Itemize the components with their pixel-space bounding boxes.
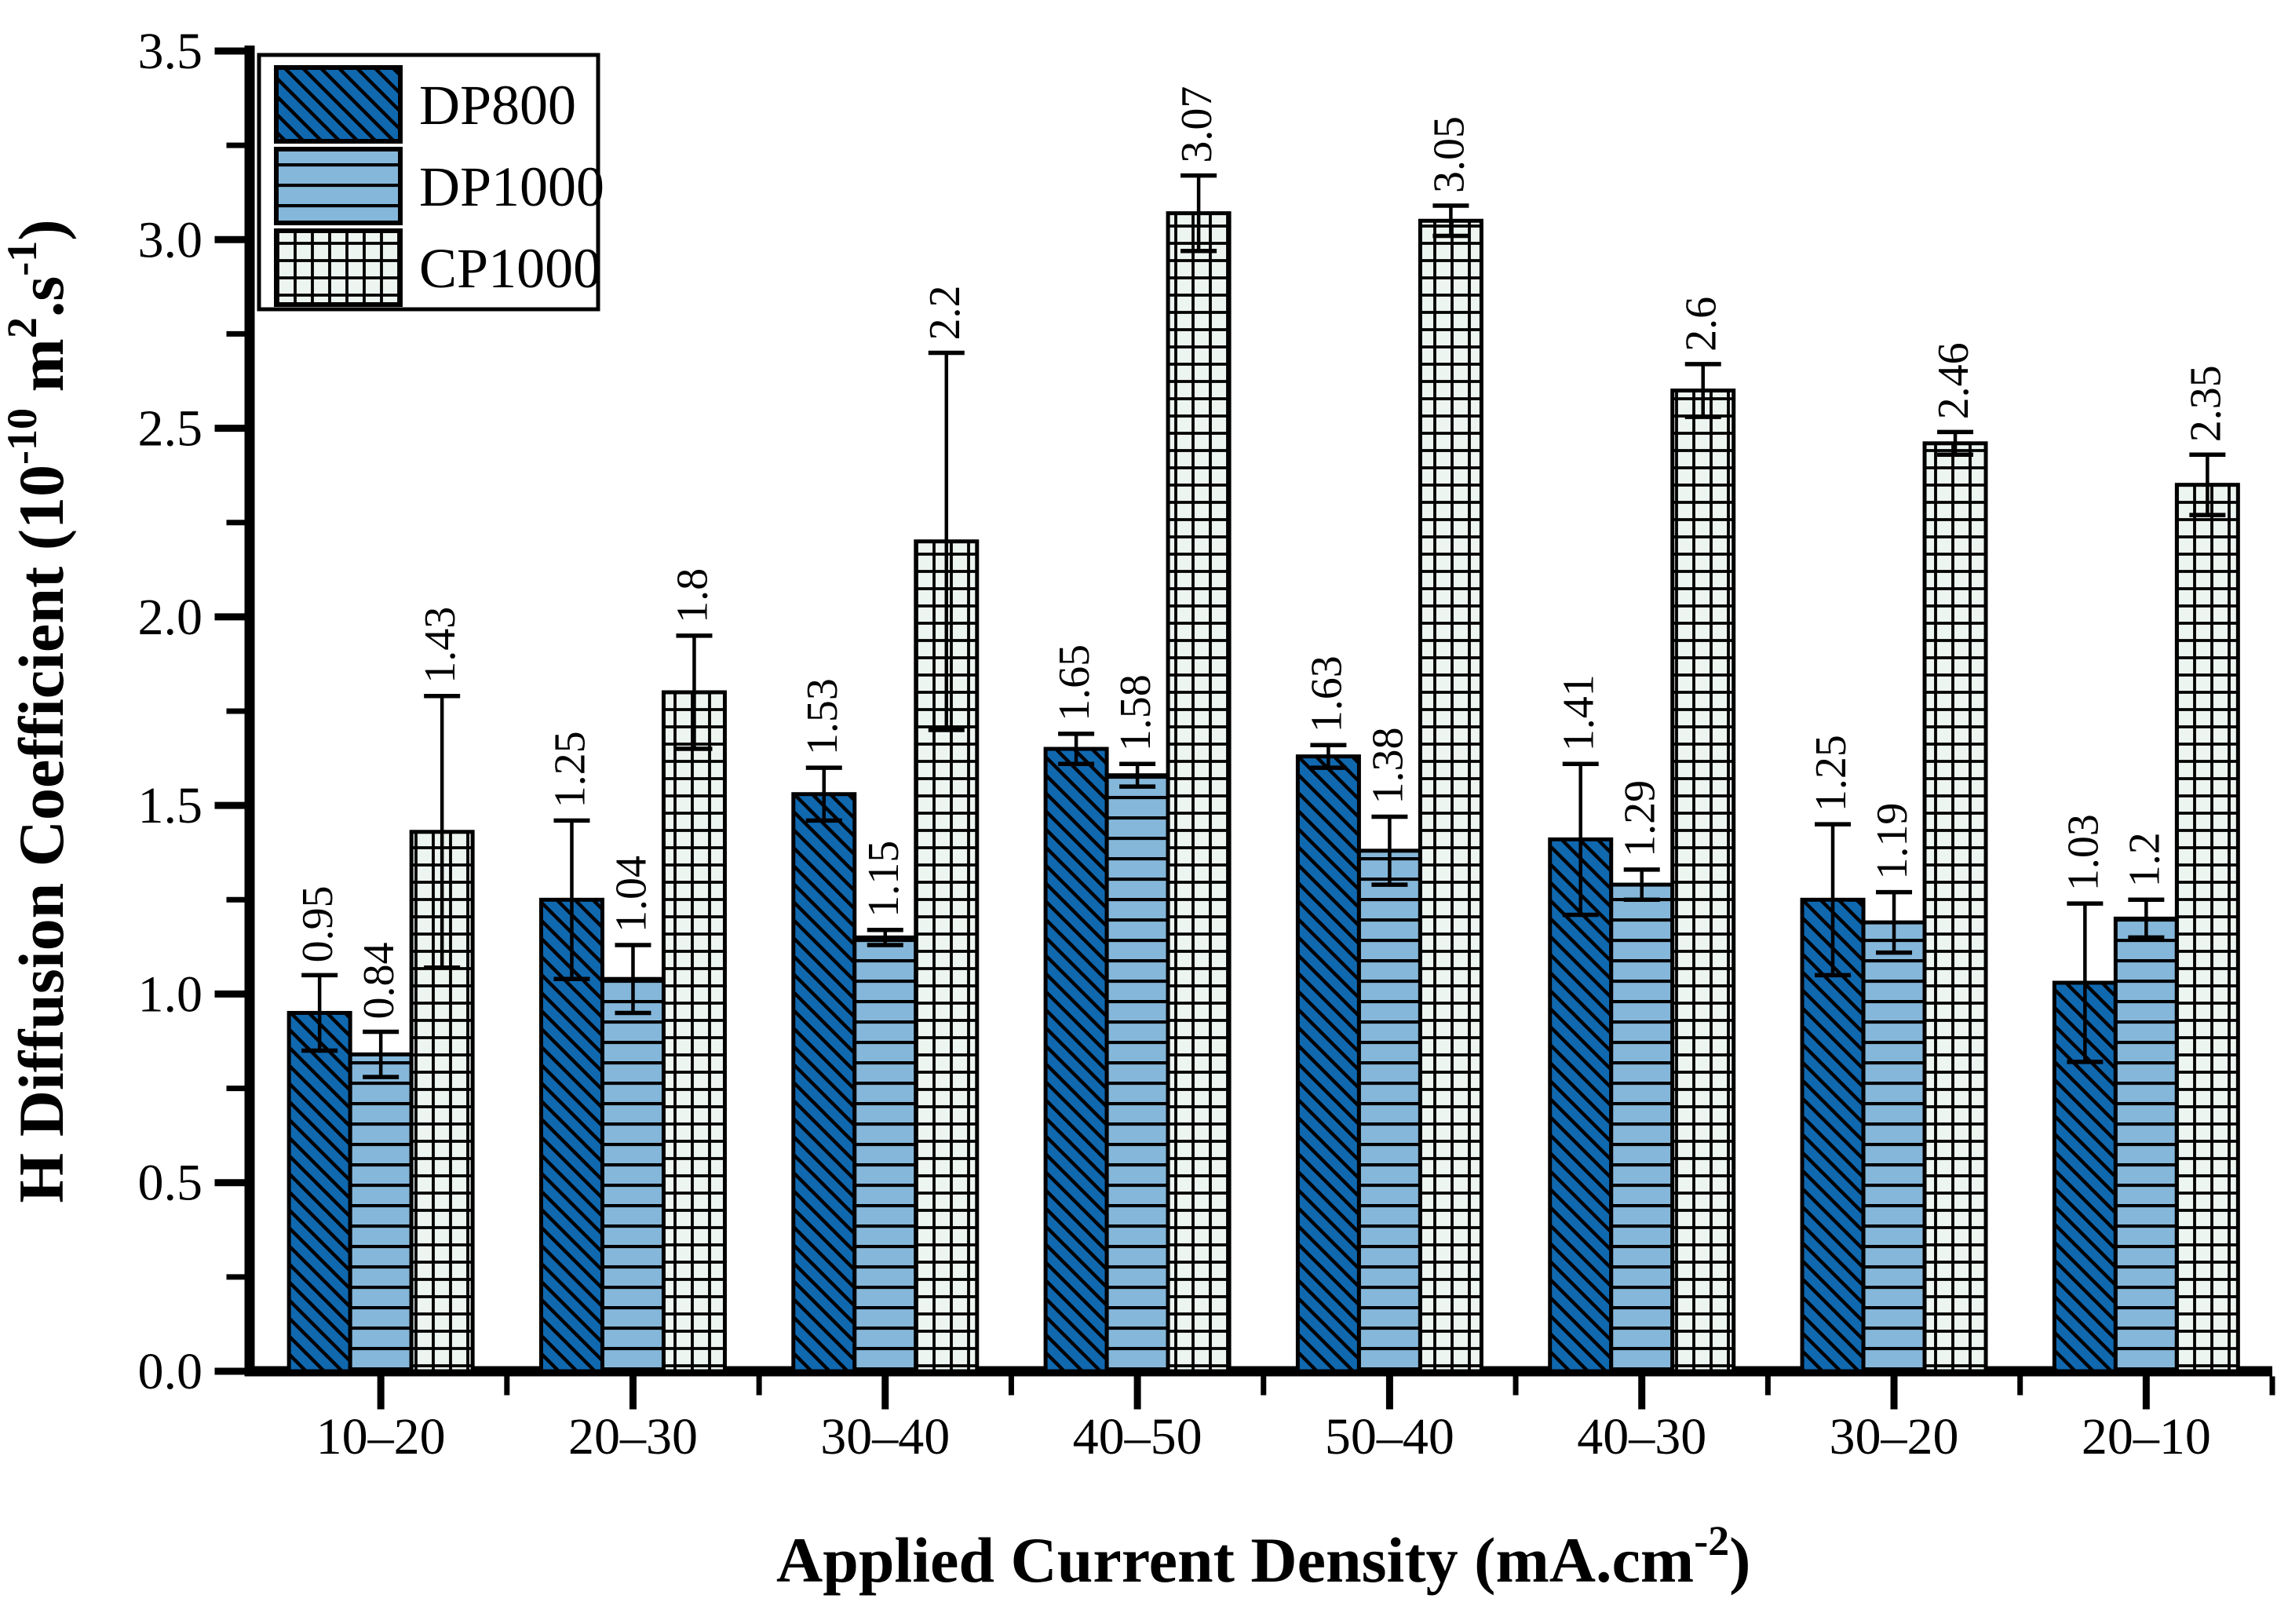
bar-dp1000-30–40 <box>852 935 918 1374</box>
bar-cp1000-50–40 <box>1418 218 1483 1374</box>
error-bar <box>553 818 590 981</box>
x-tick-label: 50–40 <box>1325 1408 1454 1465</box>
y-tick-label: 3.0 <box>138 211 203 268</box>
error-bar <box>676 633 713 751</box>
bar-cp1000-20–10 <box>2174 483 2240 1374</box>
error-bar <box>2189 452 2226 517</box>
error-bar <box>2128 897 2165 940</box>
y-tick-label: 1.0 <box>138 965 203 1023</box>
bar-dp1000-20–30 <box>600 976 666 1374</box>
bar-dp1000-40–30 <box>1609 882 1675 1374</box>
value-labels: 0.950.841.431.251.041.81.531.152.21.65 1.… <box>294 86 2230 1020</box>
x-tick-label: 20–30 <box>568 1408 698 1465</box>
y-tick-label: 0.5 <box>138 1155 203 1212</box>
legend: DP800 DP1000 CP1000 <box>257 53 604 312</box>
bar-dp1000-40–50 <box>1104 773 1170 1374</box>
y-tick-label: 2.5 <box>138 400 203 458</box>
error-bar <box>2067 901 2104 1064</box>
value-label: 1.63 <box>1302 655 1351 732</box>
value-label: 1.04 <box>607 856 655 932</box>
bar-cp1000-40–50 <box>1166 211 1232 1374</box>
value-label: 1.58 <box>1111 674 1160 751</box>
error-bar <box>1937 429 1974 457</box>
x-tick-label: 30–20 <box>1830 1408 1959 1465</box>
value-label: 1.2 <box>2120 832 2169 887</box>
legend-label-cp1000: CP1000 <box>419 237 601 300</box>
legend-swatch-dp1000 <box>274 147 403 225</box>
bars <box>286 211 2240 1374</box>
bar-cp1000-40–30 <box>1670 389 1736 1374</box>
x-tick-label: 40–50 <box>1073 1408 1202 1465</box>
error-bar <box>363 1029 400 1079</box>
bar-dp800-40–50 <box>1043 746 1109 1374</box>
error-bar <box>1310 743 1347 770</box>
error-bar <box>424 694 461 970</box>
bar-dp800-30–20 <box>1800 897 1866 1374</box>
x-tick-label: 30–40 <box>820 1408 950 1465</box>
legend-swatch-cp1000 <box>274 228 403 307</box>
y-axis-title: H Diffusion Coefficient (10-10 m2.s-1) <box>0 219 77 1202</box>
y-tick-label: 2.0 <box>138 589 203 646</box>
value-label: 2.2 <box>921 285 969 340</box>
bar-dp800-10–20 <box>286 1010 352 1374</box>
legend-label-dp1000: DP1000 <box>419 155 604 218</box>
legend-swatch-dp800 <box>274 65 403 144</box>
x-tick-label: 40–30 <box>1577 1408 1706 1465</box>
error-bar <box>928 350 965 732</box>
value-label: 1.15 <box>859 841 908 918</box>
bar-dp1000-30–20 <box>1861 920 1927 1374</box>
x-axis-title: Applied Current Density (mA.cm-2) <box>776 1517 1750 1596</box>
value-label: 0.95 <box>294 885 342 962</box>
bar-cp1000-30–20 <box>1922 441 1988 1374</box>
value-label: 1.53 <box>798 678 847 755</box>
bar-cp1000-20–30 <box>661 690 727 1374</box>
value-label: 1.03 <box>2059 814 2107 891</box>
value-label: 2.35 <box>2181 365 2230 442</box>
value-label: 3.05 <box>1425 116 1473 193</box>
x-tick-label: 10–20 <box>316 1408 446 1465</box>
legend-label-dp800: DP800 <box>419 74 576 137</box>
bar-dp800-40–30 <box>1548 837 1614 1374</box>
error-bar <box>301 973 338 1053</box>
y-tick-label: 1.5 <box>138 777 203 834</box>
bar-dp1000-10–20 <box>348 1052 414 1374</box>
value-label: 1.19 <box>1868 803 1917 880</box>
error-bar <box>867 927 903 947</box>
bar-dp800-30–40 <box>791 792 857 1374</box>
value-label: 0.84 <box>355 942 403 1019</box>
error-bars <box>301 173 2226 1079</box>
value-label: 1.43 <box>416 607 465 684</box>
error-bar <box>1562 761 1599 918</box>
value-label: 1.41 <box>1555 674 1604 751</box>
value-label: 2.46 <box>1929 342 1978 419</box>
y-tick-label: 0.0 <box>138 1343 203 1400</box>
error-bar <box>1432 203 1469 239</box>
error-bar <box>1815 822 1852 978</box>
value-label: 1.25 <box>1807 735 1856 812</box>
value-label: 1.8 <box>668 568 717 623</box>
value-label: 3.07 <box>1173 86 1221 163</box>
error-bar <box>1058 732 1095 767</box>
error-bar <box>1119 761 1156 789</box>
error-bar <box>615 943 651 1016</box>
value-label: 1.25 <box>546 731 594 808</box>
value-label: 2.6 <box>1677 297 1726 352</box>
value-label: 1.65 <box>1050 644 1099 721</box>
value-label: 1.38 <box>1363 728 1412 805</box>
error-bar <box>1371 814 1408 887</box>
axis-titles: Applied Current Density (mA.cm-2) H Diffu… <box>0 219 1750 1596</box>
x-tick-label: 20–10 <box>2082 1408 2211 1465</box>
error-bar <box>1180 173 1217 254</box>
error-bar <box>1623 867 1660 903</box>
error-bar <box>1684 362 1721 419</box>
error-bar <box>805 765 842 823</box>
bar-dp1000-20–10 <box>2113 916 2179 1374</box>
error-bar <box>1876 889 1913 955</box>
value-label: 1.29 <box>1616 780 1665 857</box>
bar-dp1000-50–40 <box>1356 848 1422 1374</box>
bar-dp800-50–40 <box>1295 754 1361 1374</box>
y-tick-label: 3.5 <box>138 23 203 80</box>
